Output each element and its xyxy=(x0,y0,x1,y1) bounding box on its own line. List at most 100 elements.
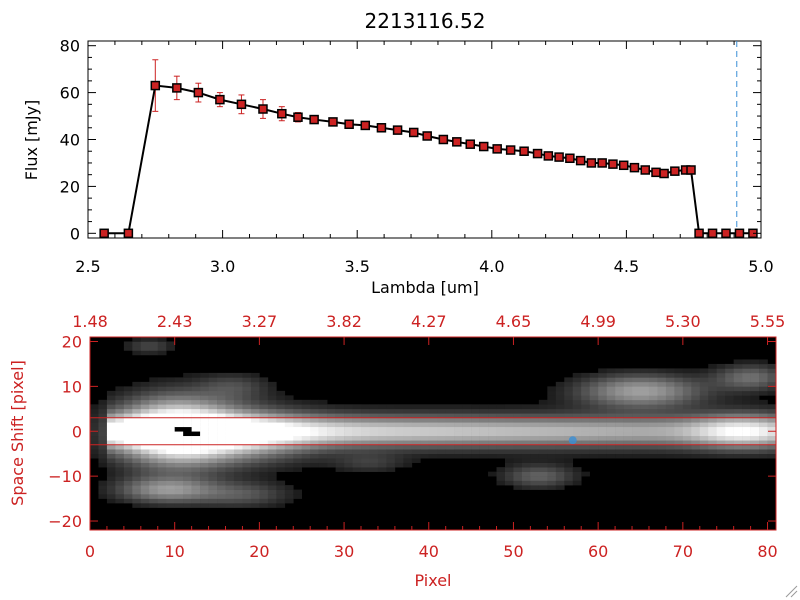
wavelength-tick-label: 3.27 xyxy=(242,312,278,331)
image-pixel xyxy=(606,395,616,401)
image-pixel xyxy=(403,444,413,450)
image-pixel xyxy=(217,471,226,477)
image-pixel xyxy=(648,395,658,401)
image-pixel xyxy=(657,426,667,432)
image-pixel xyxy=(725,417,734,423)
image-pixel xyxy=(538,453,548,459)
image-pixel xyxy=(471,453,480,459)
image-pixel xyxy=(640,422,650,428)
image-pixel xyxy=(606,381,616,387)
image-pixel xyxy=(538,431,548,437)
image-pixel xyxy=(233,476,243,481)
image-pixel xyxy=(496,422,506,428)
image-pixel xyxy=(361,467,370,472)
image-pixel xyxy=(632,413,641,419)
image-pixel xyxy=(191,395,201,401)
image-pixel xyxy=(572,449,582,454)
image-pixel xyxy=(106,494,116,499)
image-pixel xyxy=(318,399,328,405)
image-pixel xyxy=(191,435,201,441)
image-pixel xyxy=(521,462,531,468)
image-pixel xyxy=(98,408,108,414)
image-pixel xyxy=(242,417,252,423)
image-pixel xyxy=(149,444,159,450)
image-pixel xyxy=(555,422,565,428)
image-pixel xyxy=(242,467,252,472)
image-pixel xyxy=(623,417,633,423)
image-pixel xyxy=(521,404,531,410)
image-pixel xyxy=(699,431,709,437)
image-pixel xyxy=(369,462,379,468)
image-pixel xyxy=(488,404,497,410)
image-pixel xyxy=(411,440,421,446)
image-pixel xyxy=(428,426,438,432)
image-pixel xyxy=(140,503,150,508)
image-pixel xyxy=(293,467,303,472)
image-pixel xyxy=(581,377,590,383)
image-pixel xyxy=(208,462,218,468)
image-pixel xyxy=(225,408,235,414)
image-pixel xyxy=(640,390,650,396)
image-pixel xyxy=(640,449,650,454)
image-pixel xyxy=(632,404,641,410)
image-pixel xyxy=(140,467,150,472)
image-pixel xyxy=(157,377,167,383)
image-pixel xyxy=(615,390,624,396)
image-pixel xyxy=(530,422,540,428)
image-pixel xyxy=(411,449,421,454)
image-pixel xyxy=(242,440,252,446)
image-pixel xyxy=(767,363,777,369)
image-pixel xyxy=(496,404,506,410)
image-pixel xyxy=(276,467,286,472)
image-pixel xyxy=(149,341,159,347)
x-tick-label: 4.5 xyxy=(614,257,639,276)
image-pixel xyxy=(310,453,319,459)
image-pixel xyxy=(115,435,125,441)
image-pixel xyxy=(310,422,319,428)
image-pixel xyxy=(259,494,269,499)
image-pixel xyxy=(233,381,243,387)
image-pixel xyxy=(174,476,184,481)
image-pixel xyxy=(716,417,726,423)
image-pixel xyxy=(420,453,430,459)
image-pixel xyxy=(200,494,209,499)
image-pixel xyxy=(725,440,734,446)
image-pixel xyxy=(200,377,209,383)
image-pixel xyxy=(733,453,743,459)
image-pixel xyxy=(420,449,430,454)
image-pixel xyxy=(538,476,548,481)
wavelength-tick-label: 2.43 xyxy=(157,312,193,331)
image-pixel xyxy=(217,408,226,414)
image-pixel xyxy=(259,435,269,441)
image-pixel xyxy=(352,449,362,454)
image-pixel xyxy=(335,449,345,454)
image-pixel xyxy=(538,440,548,446)
image-pixel xyxy=(344,426,353,432)
image-pixel xyxy=(242,471,252,477)
image-pixel xyxy=(606,426,616,432)
image-y-axis-label: Space Shift [pixel] xyxy=(8,360,27,506)
image-pixel xyxy=(335,431,345,437)
image-pixel xyxy=(157,345,167,351)
image-pixel xyxy=(530,485,540,490)
image-pixel xyxy=(759,399,768,405)
image-pixel xyxy=(589,449,599,454)
image-pixel xyxy=(674,426,684,432)
image-pixel xyxy=(140,341,150,347)
image-pixel xyxy=(547,480,557,486)
image-pixel xyxy=(742,444,751,450)
data-point xyxy=(293,112,303,122)
image-pixel xyxy=(276,444,286,450)
image-pixel xyxy=(682,449,692,454)
image-pixel xyxy=(437,417,447,423)
image-pixel xyxy=(157,449,167,454)
image-pixel xyxy=(123,399,133,405)
image-pixel xyxy=(157,476,167,481)
image-pixel xyxy=(183,440,192,446)
image-pixel xyxy=(589,372,599,378)
image-pixel xyxy=(233,372,243,378)
image-pixel xyxy=(166,467,175,472)
image-pixel xyxy=(674,422,684,428)
image-pixel xyxy=(471,426,480,432)
image-pixel xyxy=(115,444,125,450)
